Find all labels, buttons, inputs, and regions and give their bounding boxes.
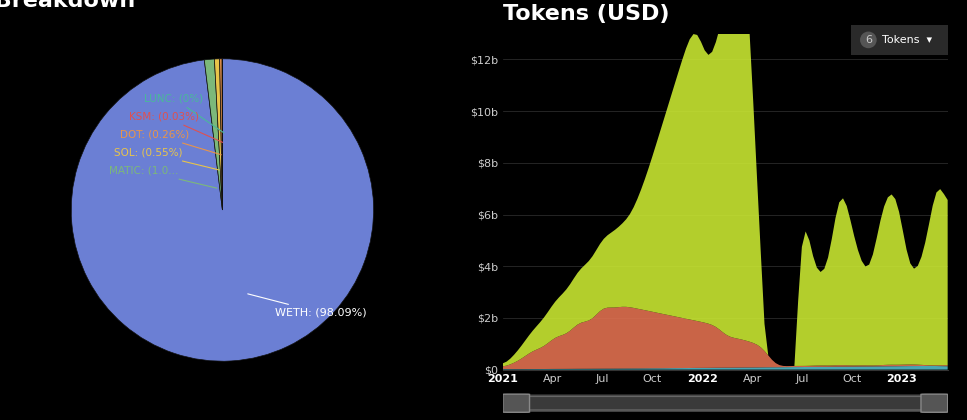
Text: KSM: (0.03%): KSM: (0.03%) — [129, 111, 222, 142]
FancyBboxPatch shape — [503, 394, 530, 412]
Text: DOT: (0.26%): DOT: (0.26%) — [120, 129, 221, 155]
Text: Tokens Breakdown: Tokens Breakdown — [0, 0, 135, 11]
Text: Tokens (USD): Tokens (USD) — [503, 4, 669, 24]
Wedge shape — [72, 59, 373, 361]
FancyBboxPatch shape — [841, 22, 957, 58]
FancyBboxPatch shape — [503, 396, 948, 410]
FancyBboxPatch shape — [921, 394, 948, 412]
Wedge shape — [215, 59, 222, 210]
Text: Tokens  ▾: Tokens ▾ — [882, 35, 932, 45]
Text: 6: 6 — [864, 35, 872, 45]
Text: SOL: (0.55%): SOL: (0.55%) — [113, 147, 220, 170]
Wedge shape — [220, 59, 222, 210]
FancyBboxPatch shape — [498, 395, 952, 411]
Text: LUNC: (0%): LUNC: (0%) — [144, 93, 224, 133]
Text: WETH: (98.09%): WETH: (98.09%) — [248, 294, 366, 318]
Text: MATIC: (1.0...: MATIC: (1.0... — [109, 166, 217, 188]
Wedge shape — [204, 59, 222, 210]
